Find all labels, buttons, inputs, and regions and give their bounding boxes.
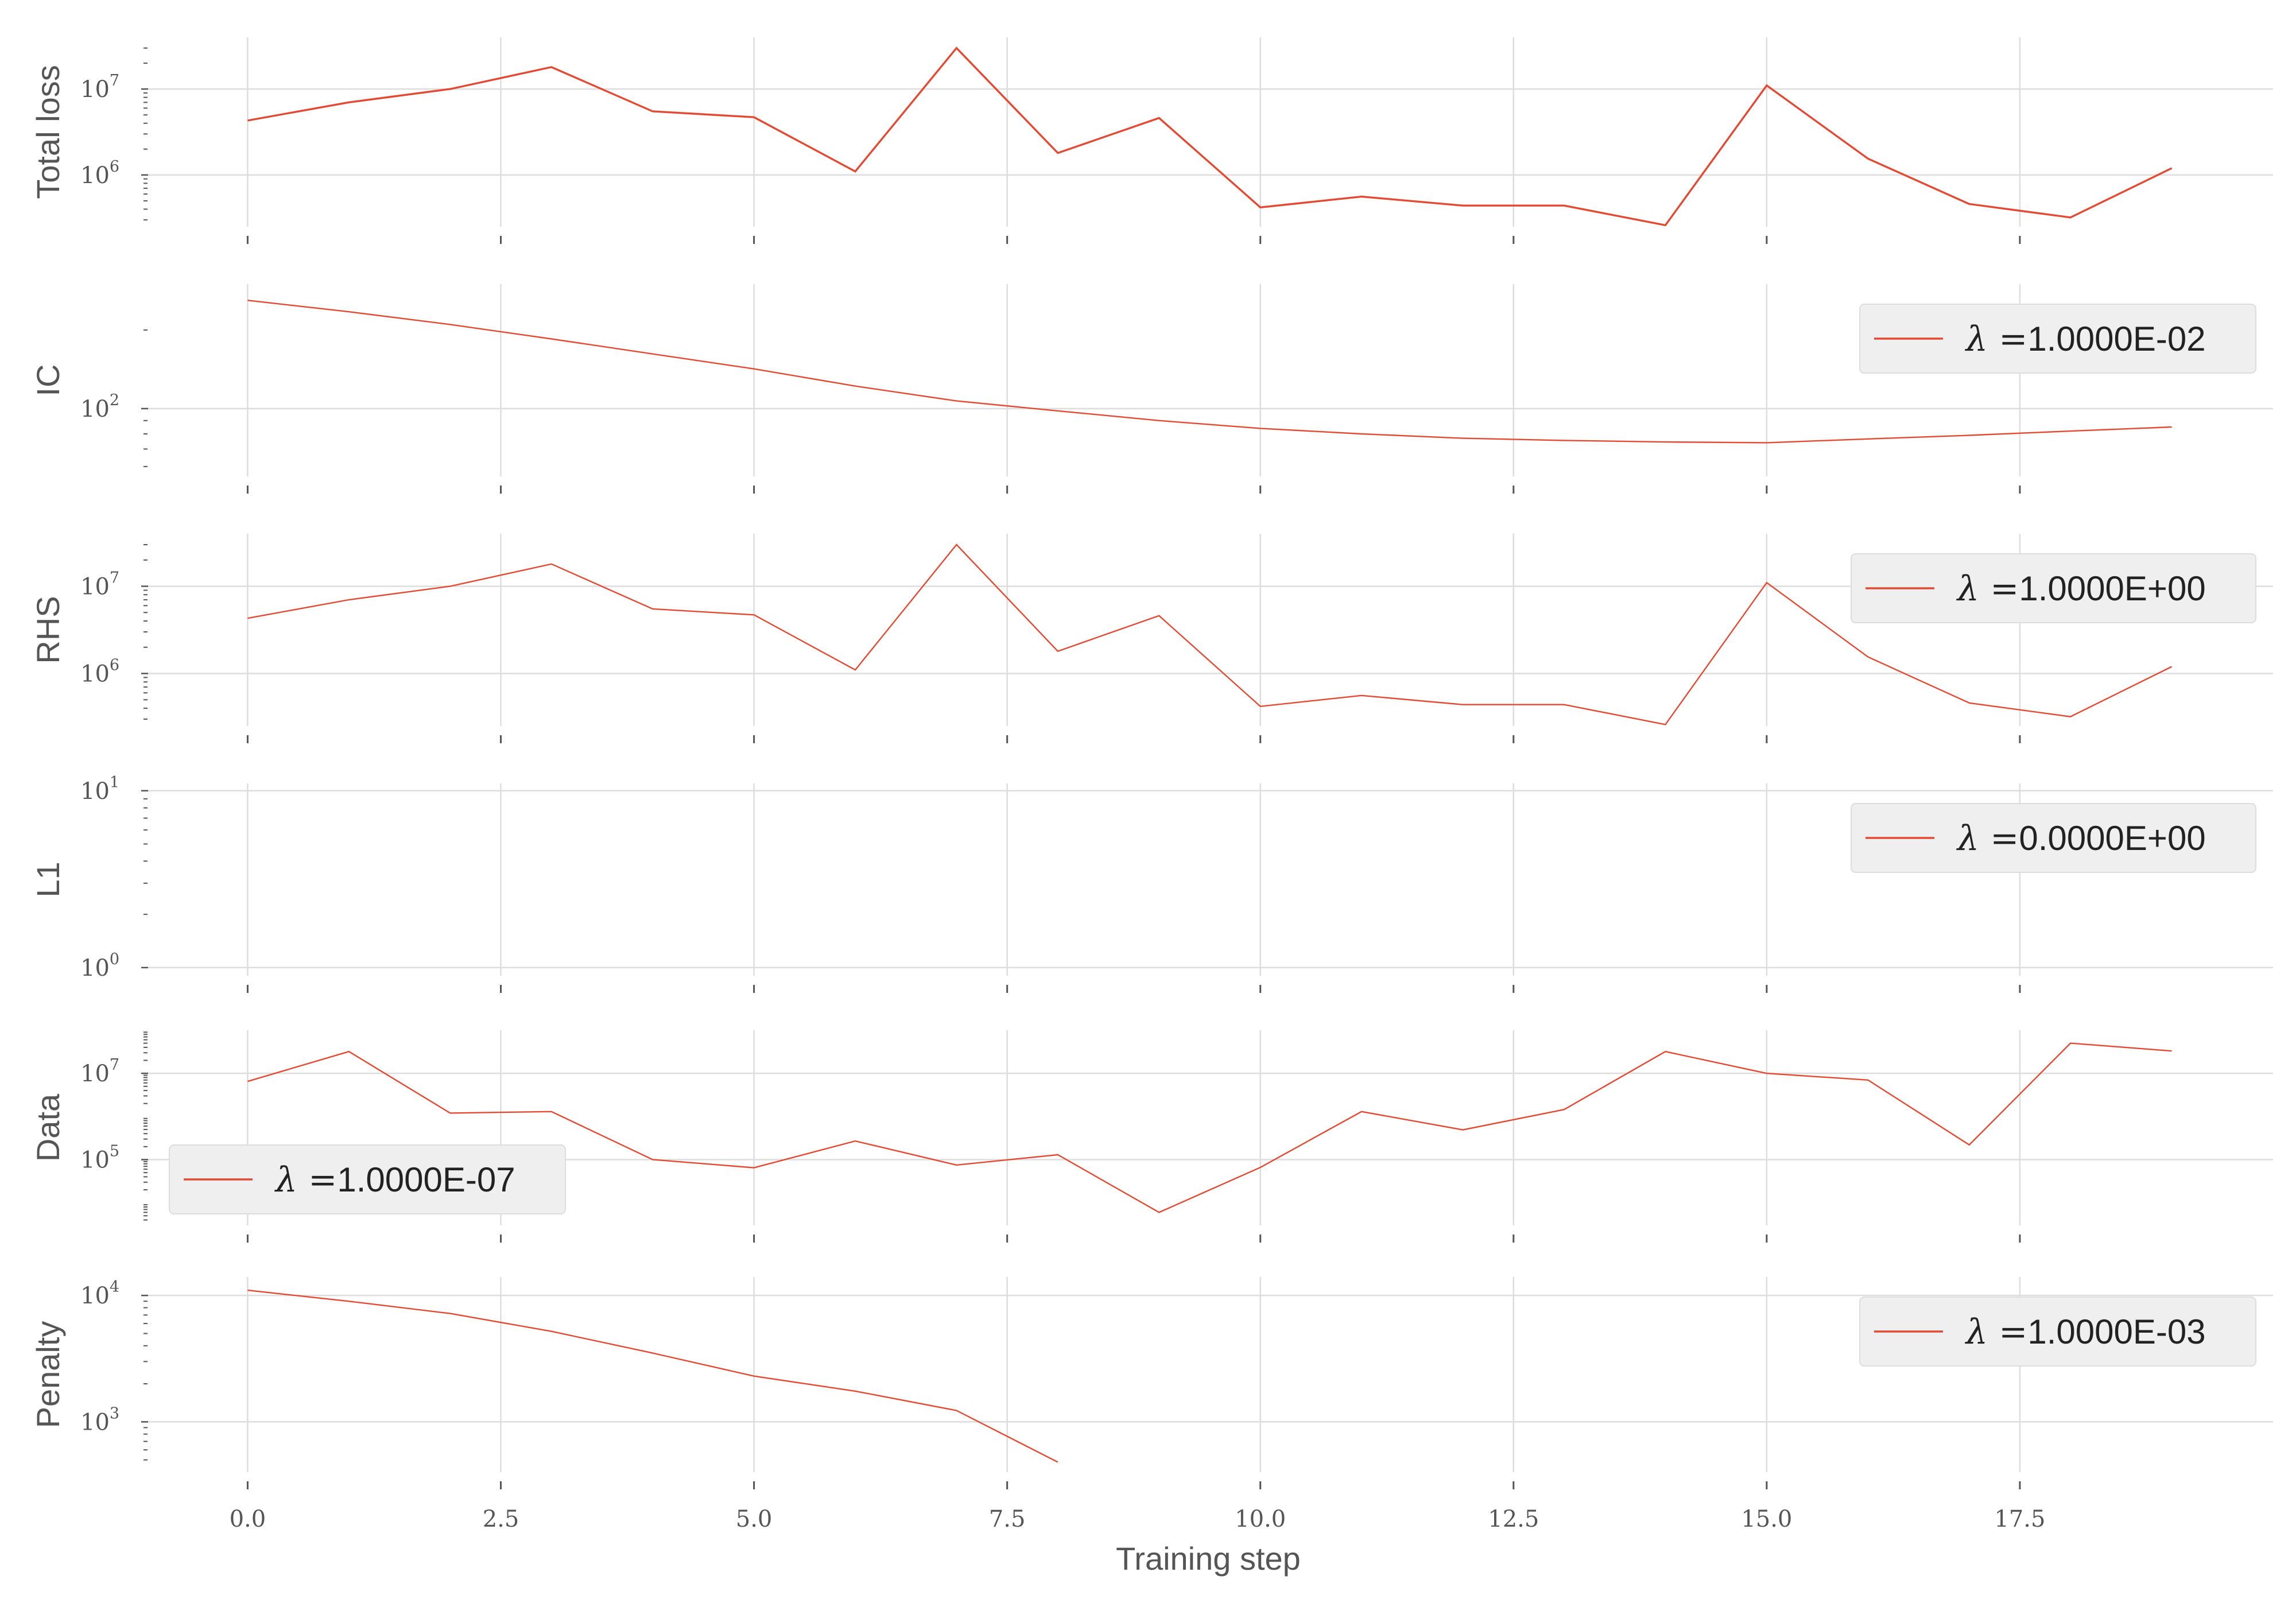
y-tick-label: 105 [80,1143,119,1174]
y-tick-exponent: 6 [110,656,119,674]
y-tick-exponent: 7 [110,569,119,587]
panel-data: 105 107 Data λ =1.0000E-07 [30,1030,2273,1243]
legend: λ =1.0000E-07 [169,1144,566,1214]
legend: λ =1.0000E-03 [1859,1297,2256,1367]
y-tick-label: 106 [80,158,119,189]
y-tick-label: 106 [80,656,119,687]
legend-lambda: λ = [1965,319,2027,359]
panel-penalty: 103 104 Penalty λ =1.0000E-03 [30,1277,2273,1489]
y-axis-title: Total loss [30,65,66,199]
series-line [247,1289,1058,1463]
series-line [247,46,2173,227]
y-axis-title: IC [30,364,66,397]
series-line [247,300,2172,444]
legend-label: λ =1.0000E-03 [1965,1312,2206,1352]
panel-l1: 100 101 L1 λ =0.0000E+00 [30,774,2273,993]
x-tick-label: 0.0 [230,1506,266,1532]
legend: λ =1.0000E-02 [1859,304,2256,374]
series-line [247,1042,2172,1213]
panel-rhs: 106 107 RHS λ =1.0000E+00 [30,534,2273,743]
legend-box [1851,803,2256,873]
y-tick-exponent: 5 [110,1143,119,1160]
y-tick-exponent: 6 [110,158,119,176]
legend-lambda: λ = [1956,818,2019,859]
legend-label: λ =1.0000E-07 [274,1160,515,1200]
legend-value: 1.0000E+00 [2019,569,2205,608]
panel-ic: 102 IC λ =1.0000E-02 [30,284,2273,494]
y-tick-exponent: 7 [110,72,119,90]
legend-label: λ =0.0000E+00 [1956,818,2206,859]
y-axis-title: L1 [30,861,66,897]
y-tick-label: 100 [80,950,119,981]
x-tick-label: 2.5 [483,1506,519,1532]
legend-value: 1.0000E-02 [2027,320,2205,358]
legend-value: 0.0000E+00 [2019,819,2205,857]
legend-lambda: λ = [274,1160,337,1200]
legend-value: 1.0000E-03 [2027,1313,2205,1351]
legend-lambda: λ = [1956,569,2019,609]
x-tick-label: 12.5 [1488,1506,1539,1532]
legend-lambda: λ = [1965,1312,2027,1352]
y-tick-exponent: 2 [110,391,119,409]
y-tick-label: 107 [80,569,119,600]
x-tick-label: 15.0 [1741,1506,1792,1532]
y-tick-label: 107 [80,1056,119,1087]
y-axis-title: Data [30,1093,66,1162]
y-tick-exponent: 3 [110,1404,119,1422]
legend-label: λ =1.0000E-02 [1965,319,2206,359]
legend-box [1859,1297,2256,1367]
y-tick-label: 104 [80,1278,119,1309]
panel-total-loss: 106 107 Total loss [30,37,2273,244]
y-tick-label: 102 [80,391,119,422]
legend: λ =0.0000E+00 [1851,803,2256,873]
x-tick-label: 7.5 [989,1506,1026,1532]
x-tick-label: 17.5 [1994,1506,2045,1532]
y-tick-exponent: 0 [110,950,119,968]
legend-value: 1.0000E-07 [337,1160,515,1199]
legend-box [169,1144,566,1214]
legend-label: λ =1.0000E+00 [1956,569,2206,609]
legend-box [1859,304,2256,374]
y-tick-exponent: 7 [110,1056,119,1074]
y-axis-title: RHS [30,596,66,663]
x-axis: 0.0 2.5 5.0 7.5 10.0 12.5 15.0 17.5 [230,1506,2046,1532]
x-axis-title: Training step [1116,1540,1301,1577]
y-tick-exponent: 4 [110,1278,119,1296]
y-tick-label: 101 [80,774,119,805]
y-axis-title: Penalty [30,1321,66,1429]
series-line [247,544,2173,725]
y-tick-label: 107 [80,72,119,103]
legend-box [1851,553,2256,623]
legend: λ =1.0000E+00 [1851,553,2256,623]
x-tick-label: 10.0 [1235,1506,1286,1532]
x-tick-label: 5.0 [736,1506,773,1532]
y-tick-exponent: 1 [110,774,119,791]
y-tick-label: 103 [80,1404,119,1435]
